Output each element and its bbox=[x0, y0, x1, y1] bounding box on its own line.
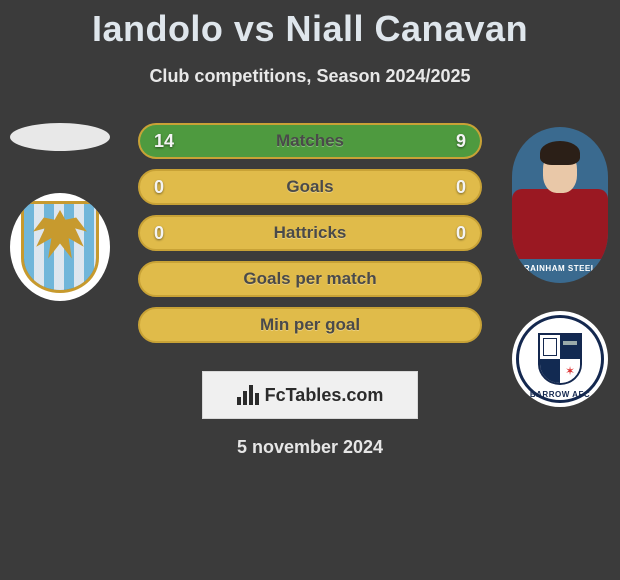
stat-bar: 14 Matches 9 bbox=[138, 123, 482, 159]
stat-label: Matches bbox=[276, 131, 344, 151]
stat-right-value: 0 bbox=[456, 223, 466, 244]
stat-label: Hattricks bbox=[274, 223, 347, 243]
fctables-label: FcTables.com bbox=[265, 385, 384, 406]
stat-label: Min per goal bbox=[260, 315, 360, 335]
stat-bar: Min per goal bbox=[138, 307, 482, 343]
shirt-sponsor-text: RAINHAM STEEL bbox=[524, 264, 596, 273]
shirt bbox=[512, 189, 608, 259]
stat-right-value: 0 bbox=[456, 177, 466, 198]
left-player-column bbox=[0, 123, 120, 301]
stat-bar: 0 Goals 0 bbox=[138, 169, 482, 205]
stat-label: Goals bbox=[286, 177, 333, 197]
right-club-badge-text: BARROW AFC bbox=[512, 390, 608, 399]
stat-label: Goals per match bbox=[243, 269, 376, 289]
stat-left-value: 0 bbox=[154, 177, 164, 198]
right-club-badge: BARROW AFC bbox=[512, 311, 608, 407]
date-text: 5 november 2024 bbox=[0, 437, 620, 458]
right-player-photo: RAINHAM STEEL bbox=[512, 127, 608, 283]
right-player-column: RAINHAM STEEL BARROW AFC bbox=[500, 123, 620, 407]
left-club-badge bbox=[10, 193, 110, 301]
comparison-main: RAINHAM STEEL BARROW AFC 14Matches90Goal… bbox=[0, 123, 620, 343]
fctables-watermark: FcTables.com bbox=[202, 371, 418, 419]
stat-left-value: 0 bbox=[154, 223, 164, 244]
stat-bar: Goals per match bbox=[138, 261, 482, 297]
stats-column: 14 Matches 9 0 Goals 0 0 Hattricks 0 Goals per ma… bbox=[120, 123, 500, 343]
subtitle: Club competitions, Season 2024/2025 bbox=[0, 66, 620, 87]
left-player-photo-placeholder bbox=[10, 123, 110, 151]
bar-chart-icon bbox=[237, 385, 259, 405]
stat-left-value: 14 bbox=[154, 131, 174, 152]
page-title: Iandolo vs Niall Canavan bbox=[0, 0, 620, 50]
stat-right-value: 9 bbox=[456, 131, 466, 152]
stat-bar: 0 Hattricks 0 bbox=[138, 215, 482, 251]
